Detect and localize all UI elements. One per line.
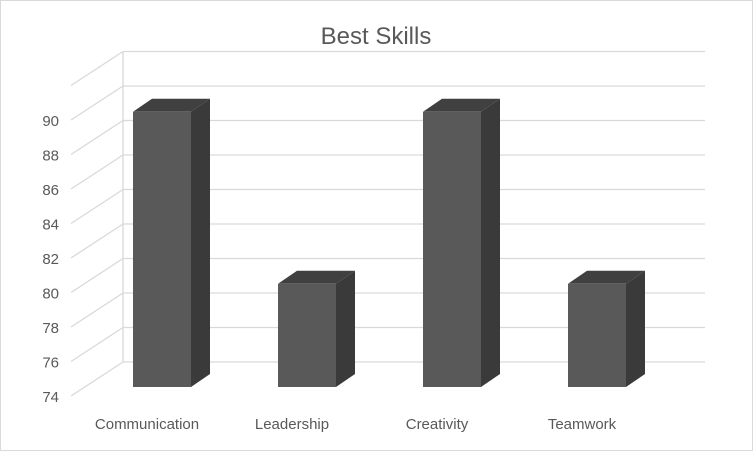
x-axis-category-labels: Communication Leadership Creativity Teamwor… [95, 416, 617, 433]
y-tick-label: 84 [42, 217, 59, 234]
gridline-diagonal [70, 292, 124, 328]
bar-top-face [423, 98, 500, 112]
gridline-diagonal [70, 326, 124, 363]
x-category-label: Communication [95, 416, 199, 433]
x-category-label: Creativity [406, 416, 469, 433]
bar-front-face [133, 111, 191, 388]
bars [133, 98, 645, 388]
bar-teamwork [568, 270, 645, 387]
gridline-diagonal [70, 188, 124, 225]
bar-side-face [191, 98, 210, 388]
gridline-diagonal [70, 257, 124, 294]
y-tick-label: 74 [42, 389, 59, 406]
y-tick-label: 76 [42, 355, 59, 372]
gridline-diagonal [70, 361, 124, 397]
bar-top-face [278, 270, 355, 284]
bar-front-face [568, 283, 626, 387]
bar-side-face [481, 98, 500, 388]
y-axis-tick-labels: 74 76 78 80 82 84 86 88 90 [42, 113, 59, 406]
gridline-diagonal [70, 223, 124, 259]
y-tick-label: 82 [42, 251, 59, 268]
bar-front-face [423, 111, 481, 388]
bar-creativity [423, 98, 500, 388]
bar-top-face [568, 270, 645, 284]
y-tick-label: 88 [42, 148, 59, 165]
gridline-diagonal [70, 85, 124, 121]
x-category-label: Leadership [255, 416, 329, 433]
x-category-label: Teamwork [548, 416, 617, 433]
gridline-diagonal [70, 154, 124, 190]
bar-leadership [278, 270, 355, 387]
bar-communication [133, 98, 210, 388]
gridline-diagonal [70, 50, 124, 87]
bar-side-face [626, 270, 645, 387]
y-tick-label: 80 [42, 286, 59, 303]
y-tick-label: 90 [42, 113, 59, 130]
y-tick-label: 86 [42, 182, 59, 199]
y-tick-label: 78 [42, 320, 59, 337]
chart-title: Best Skills [321, 23, 432, 50]
bar-side-face [336, 270, 355, 387]
gridlines [70, 50, 705, 397]
bar-top-face [133, 98, 210, 112]
gridline-diagonal [70, 119, 124, 156]
bar-front-face [278, 283, 336, 387]
